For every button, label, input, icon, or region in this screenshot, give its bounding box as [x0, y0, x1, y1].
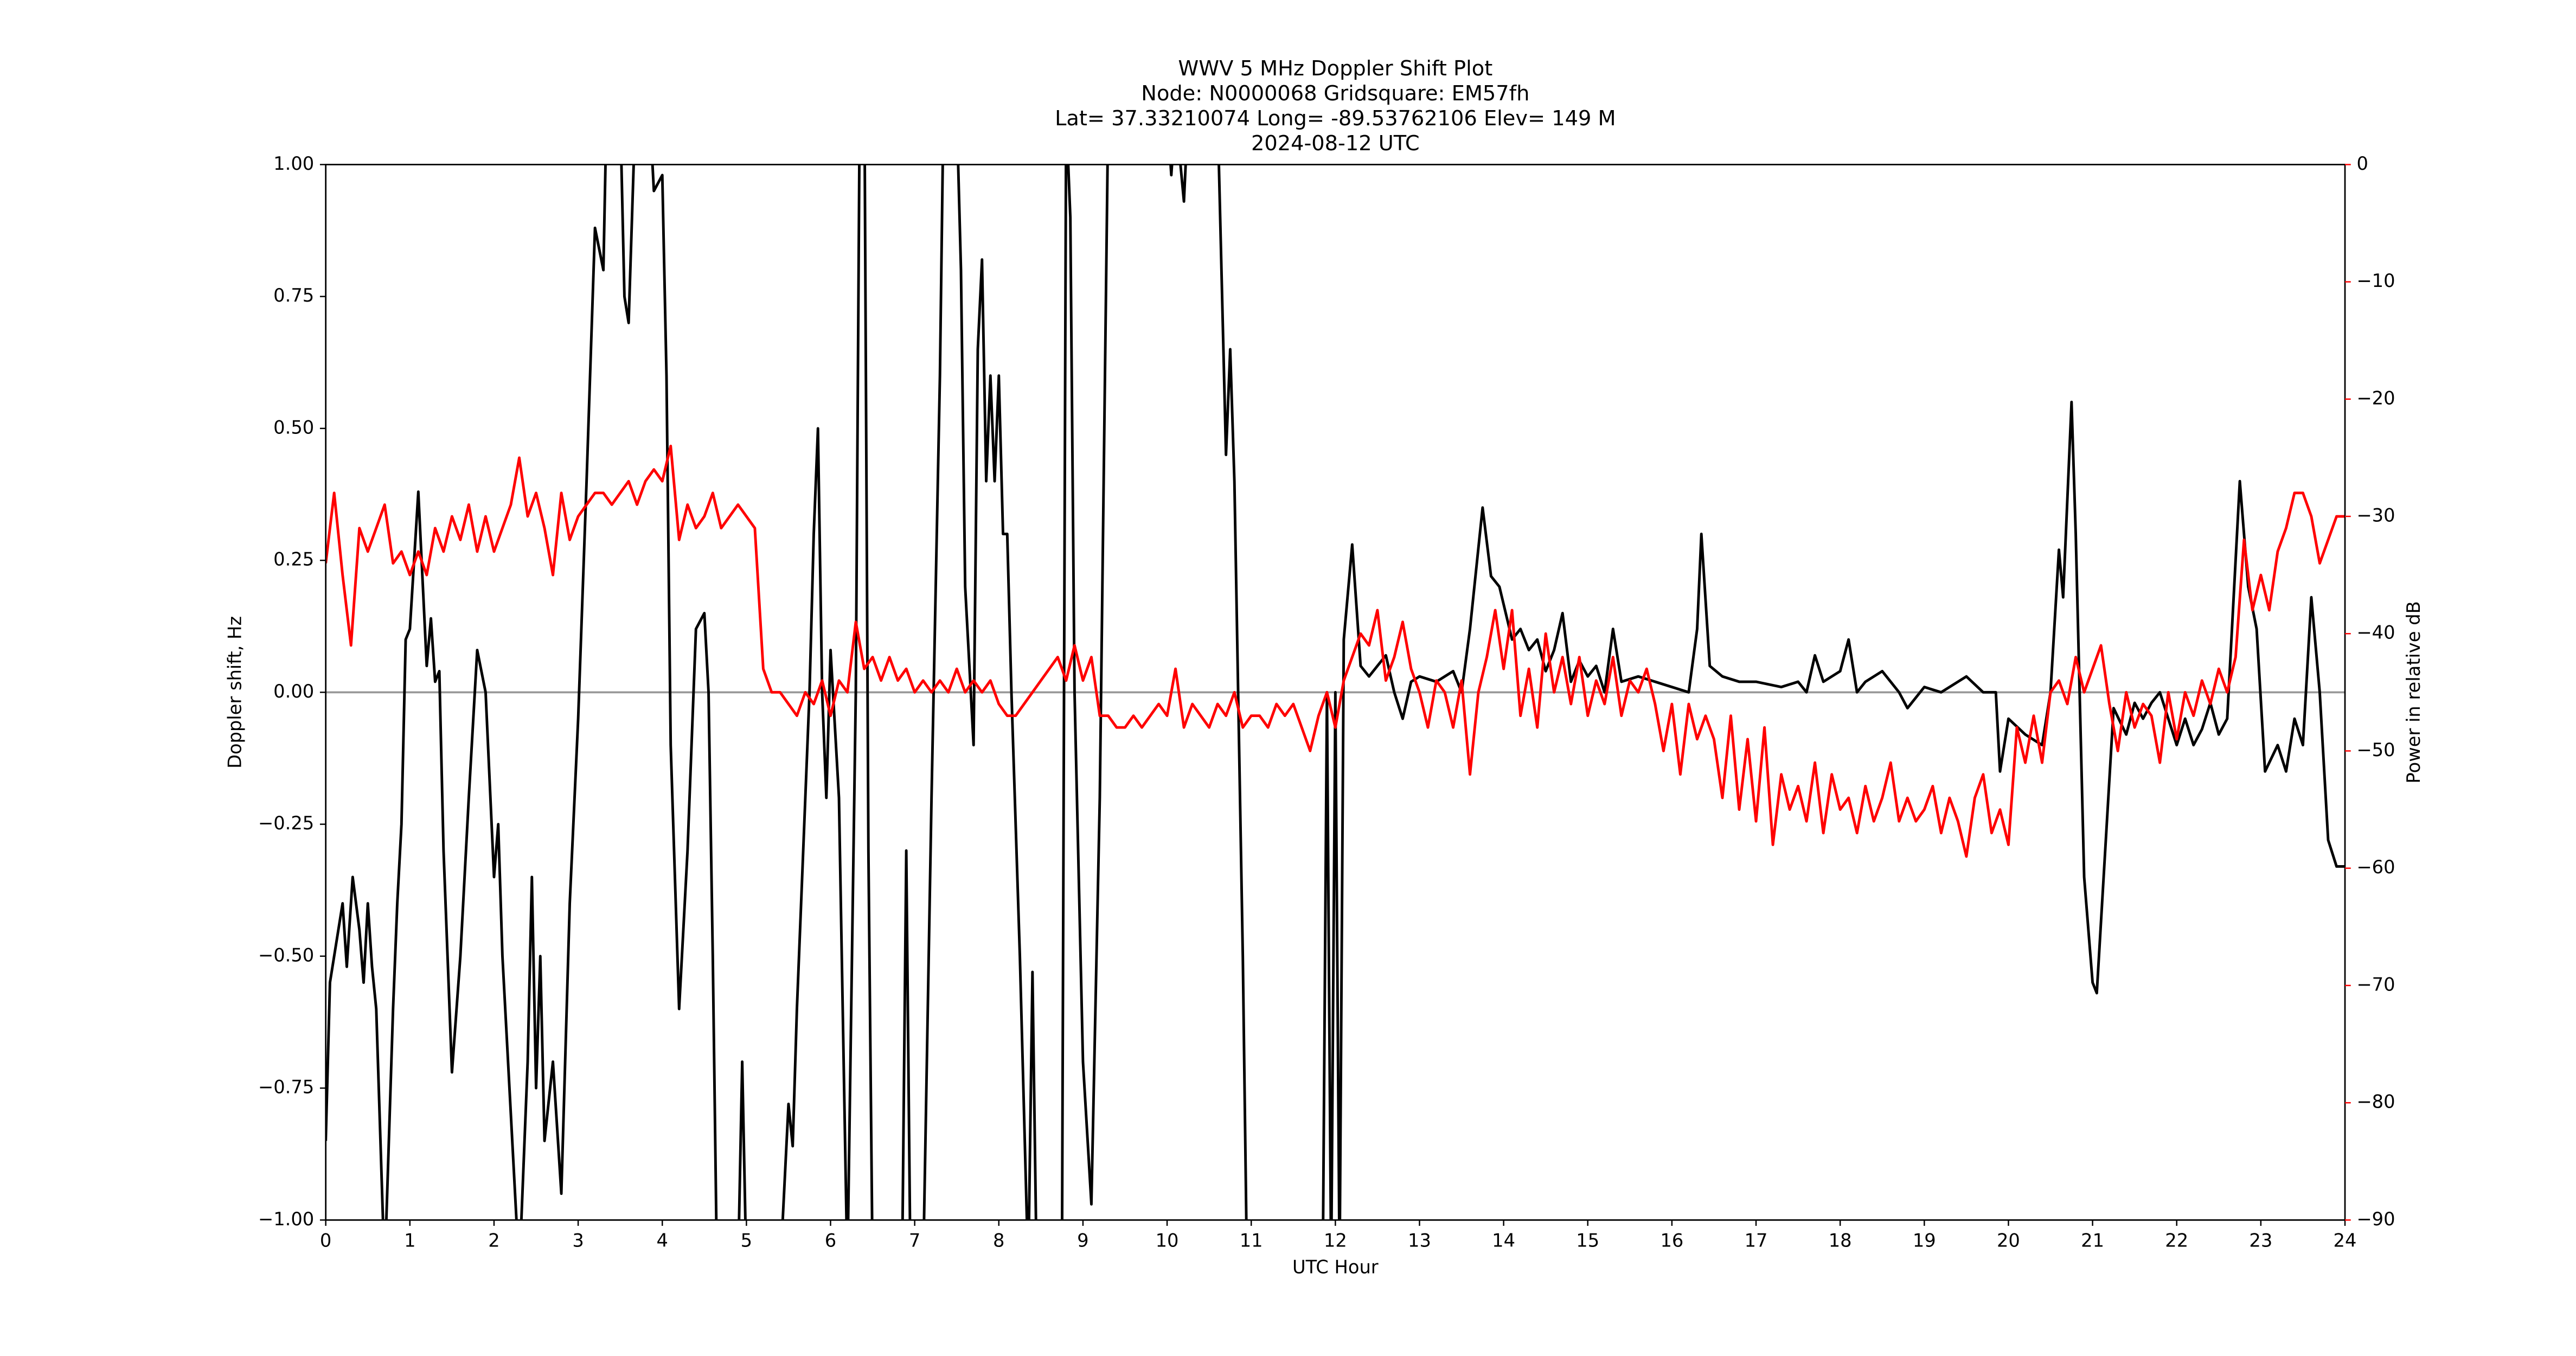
x-tick-label: 10 [1156, 1230, 1179, 1251]
x-tick-label: 2 [488, 1230, 499, 1251]
x-tick-label: 17 [1745, 1230, 1768, 1251]
chart-subtitle: 2024-08-12 UTC [1251, 131, 1420, 156]
x-tick-label: 18 [1829, 1230, 1852, 1251]
x-tick-label: 7 [909, 1230, 920, 1251]
data-line [325, 164, 2346, 1220]
x-tick-label: 8 [993, 1230, 1004, 1251]
chart-title: WWV 5 MHz Doppler Shift Plot [1178, 56, 1492, 81]
y-tick-label: 0.25 [273, 549, 314, 570]
x-tick-label: 4 [657, 1230, 668, 1251]
x-tick-label: 11 [1240, 1230, 1263, 1251]
x-tick-label: 22 [2165, 1230, 2188, 1251]
x-tick-label: 24 [2334, 1230, 2357, 1251]
y-tick-label: −1.00 [258, 1208, 314, 1230]
x-tick-label: 3 [572, 1230, 584, 1251]
x-tick-label: 13 [1408, 1230, 1431, 1251]
x-tick-label: 9 [1077, 1230, 1088, 1251]
chart-subtitle: Lat= 37.33210074 Long= -89.53762106 Elev… [1055, 106, 1616, 131]
y2-tick-label: −70 [2356, 974, 2395, 995]
y2-axis-label: Power in relative dB [2403, 601, 2424, 783]
x-tick-label: 12 [1324, 1230, 1347, 1251]
y-tick-label: −0.25 [258, 813, 314, 834]
y2-tick-label: −40 [2356, 622, 2395, 643]
y-tick-label: 1.00 [273, 153, 314, 174]
y-tick-label: 0.75 [273, 285, 314, 306]
y-tick-label: −0.50 [258, 944, 314, 965]
x-tick-label: 16 [1660, 1230, 1683, 1251]
y2-tick-label: −50 [2356, 739, 2395, 760]
data-line [325, 444, 2346, 858]
y-tick-label: −0.75 [258, 1077, 314, 1098]
x-tick-label: 14 [1492, 1230, 1515, 1251]
x-axis-label: UTC Hour [1292, 1257, 1379, 1278]
y2-tick-label: −80 [2356, 1091, 2395, 1112]
x-tick-label: 0 [320, 1230, 331, 1251]
x-tick-label: 23 [2249, 1230, 2272, 1251]
x-tick-label: 21 [2081, 1230, 2104, 1251]
y2-tick-label: −20 [2356, 387, 2395, 408]
y2-tick-label: −90 [2356, 1208, 2395, 1230]
x-tick-label: 5 [741, 1230, 752, 1251]
chart-subtitle: Node: N0000068 Gridsquare: EM57fh [1141, 81, 1529, 106]
y2-tick-label: −10 [2356, 270, 2395, 291]
x-tick-label: 6 [825, 1230, 836, 1251]
y2-tick-label: 0 [2356, 153, 2368, 174]
y-tick-label: 0.50 [273, 417, 314, 438]
x-tick-label: 19 [1913, 1230, 1936, 1251]
x-tick-label: 15 [1576, 1230, 1599, 1251]
x-tick-label: 20 [1997, 1230, 2020, 1251]
y-tick-label: 0.00 [273, 681, 314, 702]
y-axis-label: Doppler shift, Hz [225, 616, 246, 769]
x-tick-label: 1 [404, 1230, 415, 1251]
y2-tick-label: −60 [2356, 856, 2395, 878]
y2-tick-label: −30 [2356, 505, 2395, 526]
